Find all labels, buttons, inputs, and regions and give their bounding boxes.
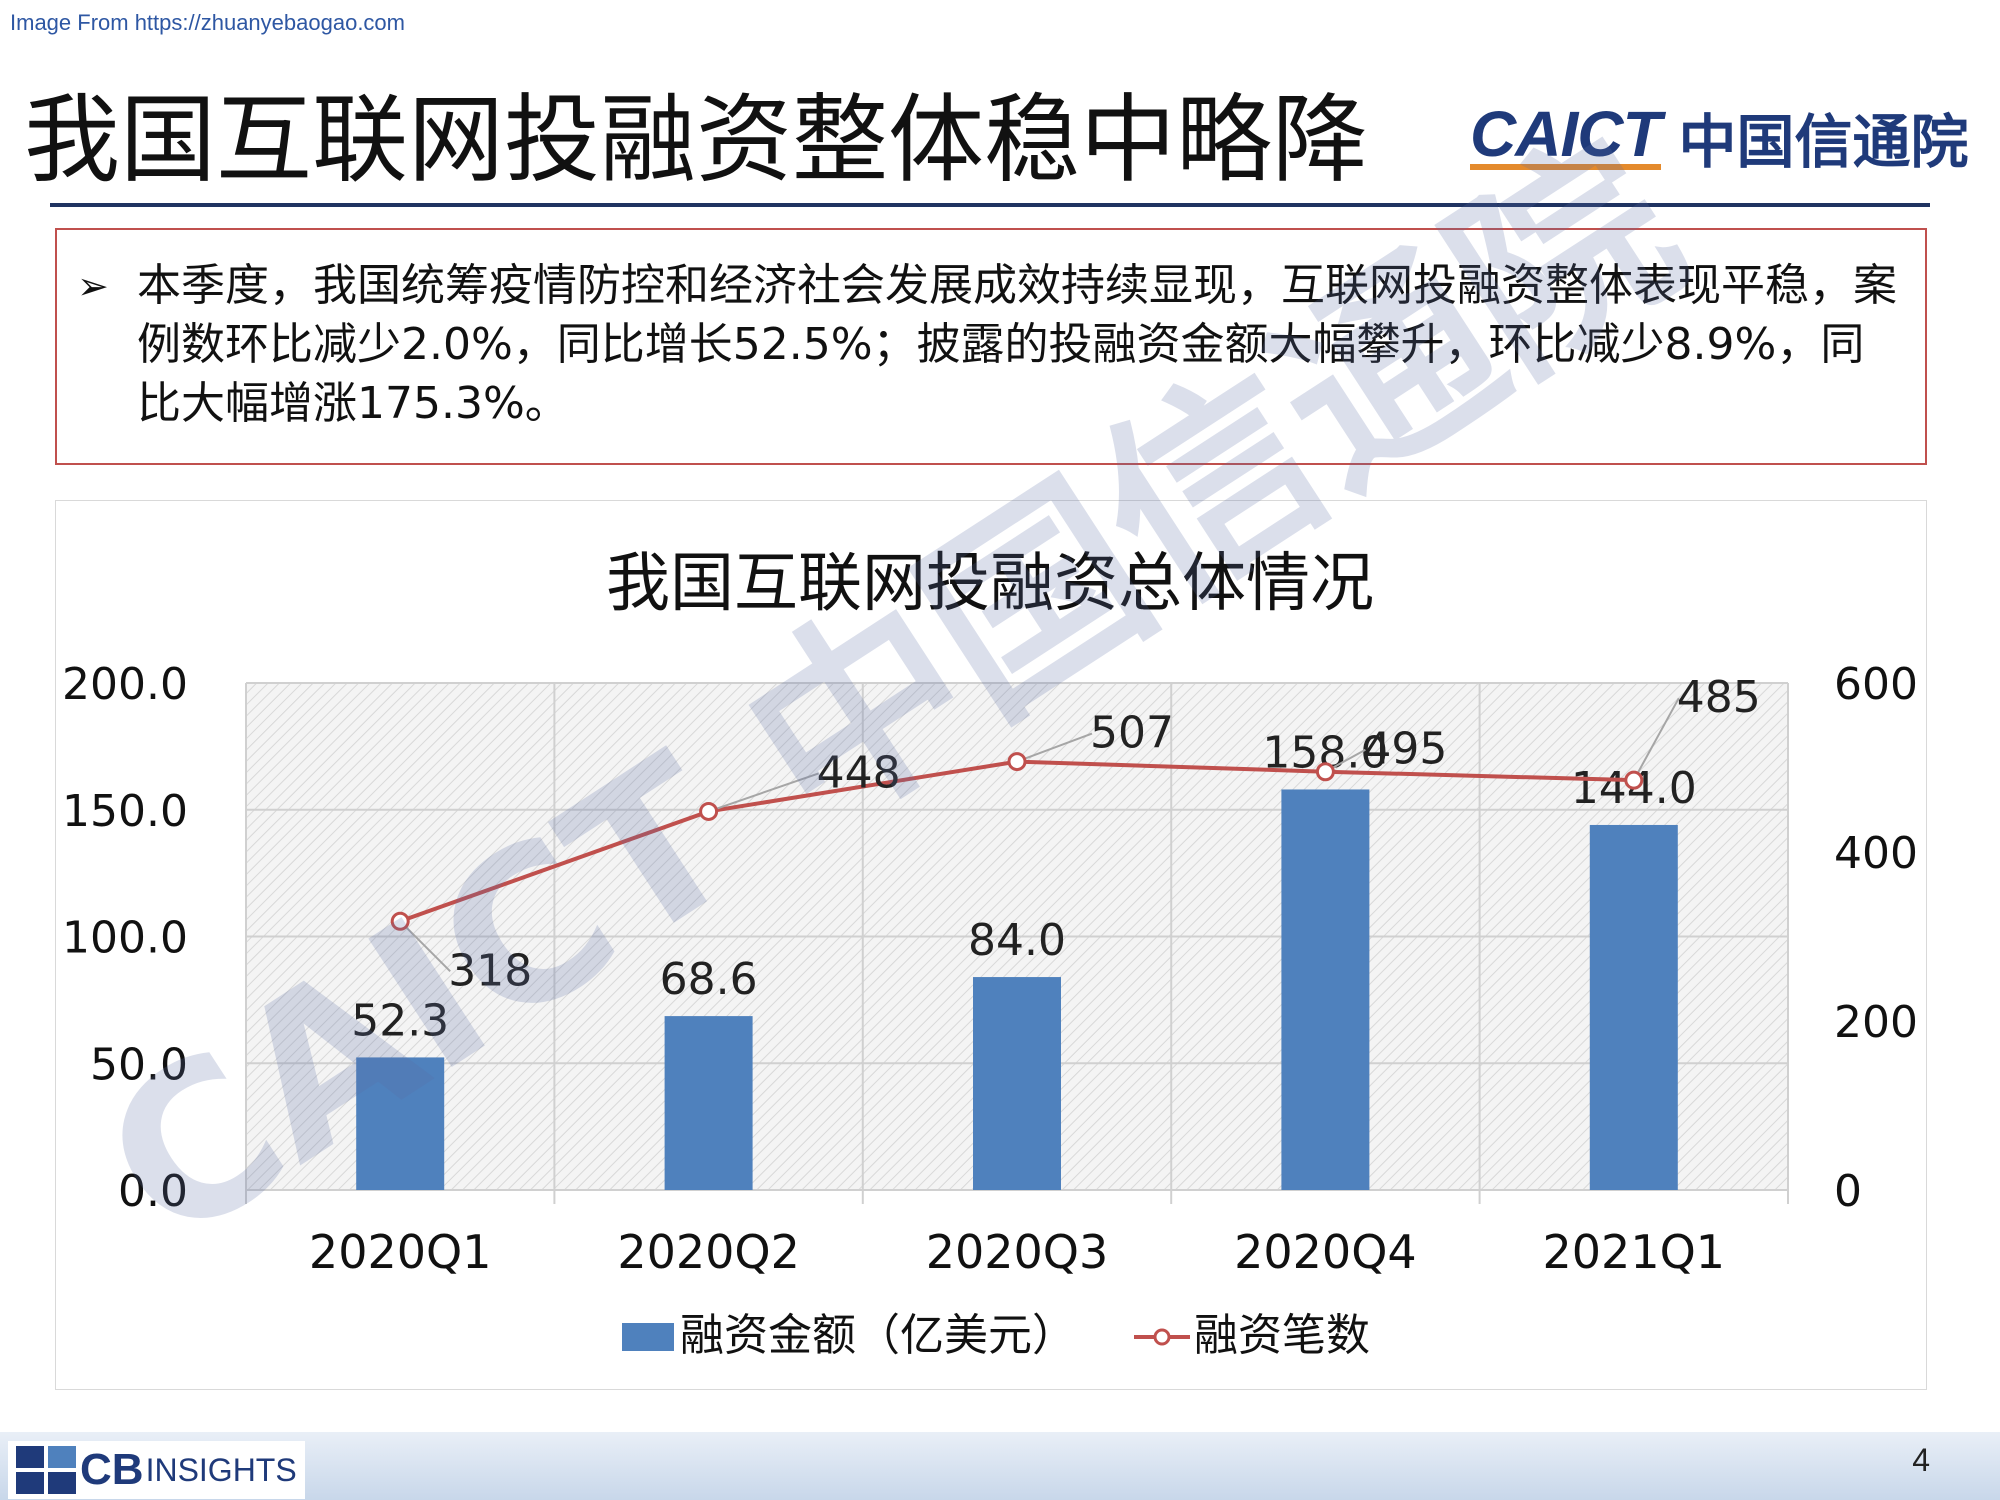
- source-note: Image From https://zhuanyebaogao.com: [10, 10, 405, 35]
- y-right-tick-label: 600: [1834, 659, 1918, 710]
- line-data-label: 448: [817, 747, 901, 798]
- summary-box: ➢ 本季度，我国统筹疫情防控和经济社会发展成效持续显现，互联网投融资整体表现平稳…: [55, 228, 1927, 465]
- y-left-tick-label: 150.0: [62, 786, 188, 837]
- legend-swatch-amount: [622, 1323, 674, 1351]
- logo-cn-text: 中国信通院: [1678, 108, 1969, 176]
- y-axis-right: 0 200 400 600: [1834, 659, 1918, 1217]
- bar: [1281, 789, 1370, 1190]
- y-right-tick-label: 400: [1834, 828, 1918, 879]
- leader-line: [1632, 697, 1680, 781]
- x-tick-label: 2021Q1: [1543, 1225, 1726, 1279]
- bar: [664, 1016, 753, 1190]
- line-point: [699, 801, 719, 821]
- bar-data-label: 68.6: [660, 954, 758, 1005]
- line-series: 318 448 507 495 485: [390, 672, 1761, 996]
- y-left-tick-label: 200.0: [62, 659, 188, 710]
- bar-data-label: 52.3: [351, 995, 449, 1046]
- line-data-label: 318: [448, 945, 532, 996]
- header-divider: [50, 203, 1930, 207]
- footer-bar: [0, 1432, 2000, 1500]
- chart-frame: [55, 500, 1927, 1390]
- line-data-label: 507: [1090, 708, 1174, 759]
- page-number: 4: [1912, 1442, 1930, 1478]
- leader-line: [708, 772, 819, 813]
- cb-text: CB: [80, 1445, 144, 1494]
- cb-insights-logo: CB INSIGHTS: [8, 1441, 305, 1499]
- legend: 融资金额（亿美元） 融资笔数: [622, 1310, 1370, 1361]
- x-tick-label: 2020Q3: [926, 1225, 1109, 1279]
- line-point: [1624, 770, 1644, 790]
- bar: [1589, 824, 1678, 1190]
- cb-insights-mark-icon: [16, 1446, 76, 1494]
- x-tick-label: 2020Q2: [617, 1225, 800, 1279]
- chart-title: 我国互联网投融资总体情况: [606, 547, 1374, 621]
- summary-text: 本季度，我国统筹疫情防控和经济社会发展成效持续显现，互联网投融资整体表现平稳，案…: [137, 260, 1897, 429]
- y-left-tick-label: 0.0: [118, 1166, 188, 1217]
- y-left-tick-label: 50.0: [90, 1039, 188, 1090]
- insights-text: INSIGHTS: [145, 1451, 297, 1488]
- gridlines: [245, 682, 1789, 1204]
- x-tick-label: 2020Q4: [1234, 1225, 1417, 1279]
- x-axis: 2020Q1 2020Q2 2020Q3 2020Q4 2021Q1: [309, 1225, 1725, 1279]
- legend-label-count: 融资笔数: [1194, 1310, 1370, 1361]
- y-right-tick-label: 200: [1834, 997, 1918, 1048]
- legend-label-amount: 融资金额（亿美元）: [680, 1310, 1076, 1361]
- page-title: 我国互联网投融资整体稳中略降: [24, 84, 1368, 196]
- line-point: [390, 911, 410, 931]
- y-left-tick-label: 100.0: [62, 913, 188, 964]
- line-point: [1315, 762, 1335, 782]
- bullet-arrow-icon: ➢: [77, 264, 109, 308]
- logo-en-text: CAICT: [1470, 98, 1662, 170]
- line-data-label: 495: [1363, 724, 1447, 775]
- legend-marker-count: [1153, 1328, 1171, 1346]
- bar-data-label: 84.0: [968, 915, 1066, 966]
- leader-line: [1016, 732, 1093, 763]
- leader-line: [399, 920, 451, 972]
- y-axis-left: 0.0 50.0 100.0 150.0 200.0: [62, 659, 188, 1217]
- bar: [356, 1057, 445, 1190]
- line-point: [1007, 752, 1027, 772]
- x-tick-label: 2020Q1: [309, 1225, 492, 1279]
- bar: [973, 977, 1061, 1190]
- caict-logo: CAICT 中国信通院: [1470, 95, 1969, 179]
- y-right-tick-label: 0: [1834, 1166, 1862, 1217]
- line-data-label: 485: [1677, 672, 1761, 723]
